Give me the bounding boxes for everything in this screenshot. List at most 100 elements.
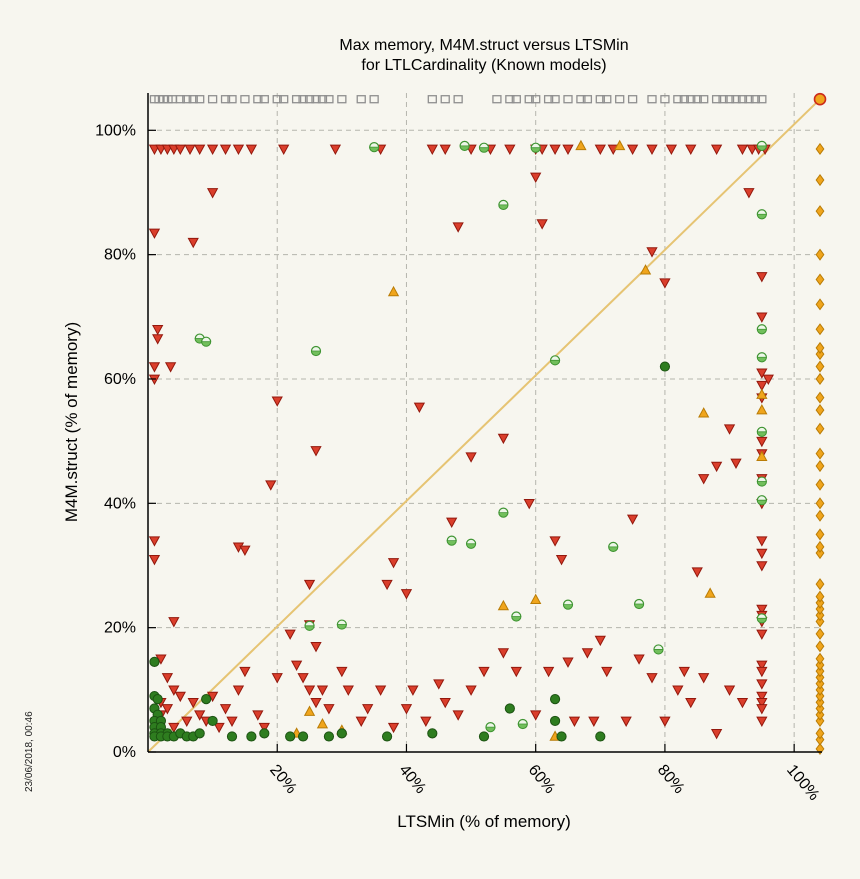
point-dark-green-circle — [556, 731, 567, 742]
point-red-triangle-down — [497, 648, 510, 659]
point-dark-green-circle — [207, 715, 218, 727]
point-red-triangle-down — [504, 144, 516, 155]
point-red-triangle-down — [252, 710, 264, 721]
point-orange-diamond — [815, 596, 825, 609]
point-red-triangle-down — [756, 436, 768, 448]
point-red-triangle-down — [152, 324, 164, 336]
point-dark-green-circle — [226, 731, 238, 742]
point-red-triangle-down — [723, 685, 736, 696]
point-orange-triangle-up — [639, 264, 652, 275]
point-dark-green-circle — [246, 731, 257, 742]
point-red-triangle-down — [581, 648, 594, 659]
point-red-triangle-down — [297, 673, 309, 684]
point-orange-diamond — [815, 360, 825, 373]
point-orange-triangle-up — [756, 388, 768, 399]
point-gray-open-square — [220, 95, 231, 104]
point-orange-triangle-up — [575, 139, 587, 151]
point-green-half-filled-circle — [756, 431, 767, 437]
point-gray-open-square — [492, 95, 502, 104]
point-red-triangle-down — [762, 374, 774, 386]
point-red-triangle-down — [316, 685, 329, 696]
point-dark-green-circle — [194, 728, 205, 739]
point-red-triangle-down — [710, 144, 723, 155]
point-red-triangle-down — [194, 710, 206, 721]
point-red-triangle-down — [271, 673, 283, 684]
point-red-triangle-down — [387, 558, 400, 569]
point-red-triangle-down — [168, 617, 180, 628]
point-red-triangle-down — [181, 716, 193, 727]
point-red-triangle-down — [194, 144, 206, 155]
point-green-half-filled-circle — [563, 604, 573, 610]
point-red-triangle-down — [633, 654, 645, 665]
point-orange-triangle-up — [614, 139, 626, 151]
point-orange-triangle-up — [303, 705, 316, 716]
point-red-triangle-down — [206, 188, 219, 199]
point-red-triangle-down — [232, 144, 245, 155]
point-orange-highlight-circle — [813, 92, 827, 106]
point-red-triangle-down — [426, 144, 438, 155]
point-red-triangle-down — [710, 461, 723, 473]
point-red-triangle-down — [413, 402, 426, 414]
point-orange-diamond — [815, 391, 825, 404]
point-red-triangle-down — [756, 697, 768, 709]
point-red-triangle-down — [523, 499, 535, 510]
point-red-triangle-down — [756, 312, 768, 323]
chart-title: Max memory, M4M.struct versus LTSMin for… — [148, 36, 820, 76]
point-orange-diamond — [815, 689, 825, 703]
point-gray-open-square — [505, 95, 515, 104]
point-gray-open-square — [240, 95, 250, 104]
point-gray-open-square — [647, 95, 657, 104]
point-orange-diamond — [815, 640, 825, 653]
point-red-triangle-down — [478, 666, 490, 678]
point-gray-open-square — [718, 95, 728, 104]
point-red-triangle-down — [303, 579, 316, 591]
point-red-triangle-down — [342, 685, 354, 696]
point-red-triangle-down — [232, 685, 245, 696]
point-green-half-filled-circle — [369, 146, 380, 152]
point-red-triangle-down — [420, 716, 432, 727]
point-dark-green-circle — [549, 694, 561, 705]
point-orange-diamond — [815, 205, 825, 218]
point-orange-diamond — [815, 547, 825, 560]
point-red-triangle-down — [271, 396, 283, 407]
point-gray-open-square — [699, 95, 709, 104]
point-gray-open-square — [731, 95, 741, 104]
point-orange-diamond — [815, 602, 825, 616]
point-red-triangle-down — [594, 635, 606, 647]
point-gray-open-square — [511, 95, 521, 104]
point-green-half-filled-circle — [756, 356, 767, 363]
point-gray-open-square — [563, 95, 573, 104]
point-dark-green-circle — [478, 731, 490, 742]
point-green-half-filled-circle — [311, 350, 321, 356]
point-gray-open-square — [686, 95, 696, 104]
point-gray-open-square — [576, 95, 586, 104]
point-red-triangle-down — [168, 722, 180, 734]
point-orange-diamond — [815, 677, 825, 690]
point-green-half-filled-circle — [485, 726, 496, 733]
point-gray-open-square — [679, 95, 689, 104]
point-red-triangle-down — [756, 666, 768, 678]
point-orange-triangle-up — [756, 404, 768, 415]
point-green-half-filled-circle — [634, 603, 644, 609]
point-green-half-filled-circle — [756, 617, 767, 624]
point-red-triangle-down — [549, 144, 561, 155]
point-orange-diamond — [815, 478, 825, 491]
point-red-triangle-down — [206, 144, 219, 155]
point-red-triangle-down — [336, 666, 348, 678]
point-gray-open-square — [337, 95, 347, 104]
point-red-triangle-down — [756, 679, 768, 690]
chart-title-line1: Max memory, M4M.struct versus LTSMin — [339, 37, 629, 54]
point-green-half-filled-circle — [304, 625, 315, 631]
point-red-triangle-down — [465, 452, 477, 463]
point-orange-triangle-up — [704, 587, 716, 598]
point-green-half-filled-circle — [479, 147, 489, 153]
point-red-triangle-down — [756, 704, 768, 715]
point-orange-diamond — [815, 341, 825, 354]
point-red-triangle-down — [756, 561, 768, 572]
point-red-triangle-down — [374, 685, 387, 696]
point-green-half-filled-circle — [446, 540, 457, 546]
point-gray-open-square — [195, 95, 205, 104]
point-orange-diamond — [815, 578, 825, 591]
point-red-triangle-down — [510, 666, 522, 678]
point-red-triangle-down — [303, 685, 316, 696]
